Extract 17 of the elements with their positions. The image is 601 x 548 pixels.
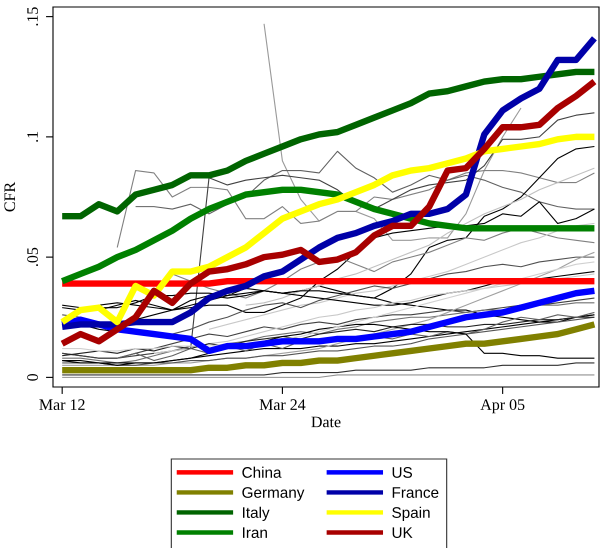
y-tick-label: 0 — [27, 374, 38, 381]
legend-label: Spain — [392, 506, 430, 521]
y-tick-label: .1 — [27, 132, 38, 142]
legend-label: UK — [392, 527, 413, 538]
x-tick-label: Apr 05 — [480, 399, 524, 414]
legend-label: US — [392, 467, 412, 478]
legend-label: Italy — [243, 506, 270, 521]
y-axis-title: CFR — [4, 182, 16, 212]
legend-label: Germany — [242, 487, 304, 501]
x-tick-label: Mar 24 — [260, 399, 306, 410]
legend-label: China — [242, 466, 282, 478]
legend-label: France — [392, 487, 438, 498]
legend-label: Iran — [243, 527, 267, 538]
y-tick-label: .05 — [27, 248, 38, 266]
x-tick-label: Mar 12 — [39, 399, 85, 410]
y-tick-label: .15 — [27, 7, 38, 26]
x-axis-title: Date — [311, 416, 341, 428]
